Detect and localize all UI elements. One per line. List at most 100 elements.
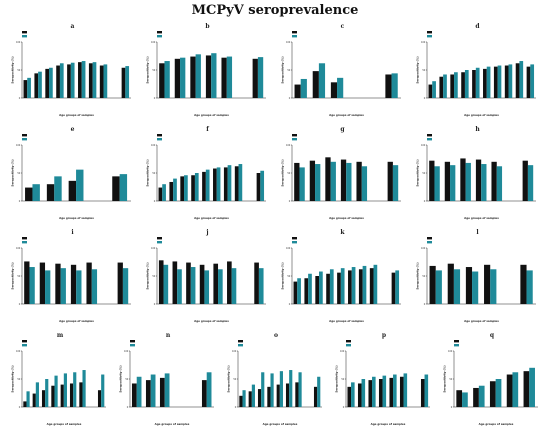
y-tick-label: 50 bbox=[287, 69, 290, 72]
chart-panel-m: m 0 50 100 Seropositivity (%) Age groups of s… bbox=[11, 332, 106, 426]
legend-swatch-series-2 bbox=[130, 344, 135, 347]
legend-swatch-series-2 bbox=[427, 241, 432, 244]
y-tick-label: 100 bbox=[340, 350, 345, 353]
chart-panel-o: o 0 50 100 Seropositivity (%) Age groups of s… bbox=[227, 332, 322, 426]
legend-swatch-series-1 bbox=[427, 31, 432, 34]
bar bbox=[78, 62, 82, 98]
y-axis-label: Seropositivity (%) bbox=[146, 262, 150, 289]
y-axis-label: Seropositivity (%) bbox=[281, 56, 285, 83]
chart-panel-k: k 0 50 100 Seropositivity (%) Age groups of s… bbox=[281, 229, 401, 323]
panel-letter: n bbox=[166, 332, 171, 339]
x-axis-label: Age groups of samples bbox=[194, 319, 229, 323]
bar bbox=[348, 270, 352, 304]
bar bbox=[223, 167, 228, 201]
bar bbox=[368, 380, 373, 407]
y-tick-label: 0 bbox=[289, 200, 291, 203]
bar bbox=[429, 265, 436, 304]
legend-swatch-series-2 bbox=[157, 35, 162, 38]
panel-letter: a bbox=[71, 23, 75, 30]
bar bbox=[234, 166, 239, 201]
panel-letter: o bbox=[274, 332, 278, 339]
bar bbox=[432, 81, 436, 98]
legend-swatch-series-2 bbox=[22, 35, 27, 38]
bar bbox=[99, 65, 104, 98]
bar bbox=[211, 53, 217, 98]
bar bbox=[481, 164, 487, 201]
legend-swatch-series-1 bbox=[157, 237, 162, 240]
bar bbox=[393, 374, 397, 407]
y-tick-label: 50 bbox=[422, 275, 425, 278]
bar bbox=[293, 281, 298, 304]
bar bbox=[41, 390, 46, 407]
bar bbox=[195, 54, 201, 98]
bar bbox=[158, 187, 163, 201]
y-tick-label: 100 bbox=[286, 144, 291, 147]
bar bbox=[202, 171, 206, 201]
panel-letter: k bbox=[340, 229, 345, 236]
bar bbox=[454, 72, 458, 98]
bar bbox=[299, 167, 305, 201]
chart-panel-i: i 0 50 100 Seropositivity (%) Age groups of s… bbox=[11, 229, 131, 323]
legend-swatch-series-1 bbox=[292, 31, 297, 34]
bar bbox=[190, 56, 196, 98]
chart-panel-f: f 0 50 100 Seropositivity (%) Age groups of s… bbox=[146, 126, 266, 220]
bar bbox=[184, 175, 188, 201]
bar bbox=[478, 385, 485, 407]
legend-swatch-series-2 bbox=[157, 241, 162, 244]
bar bbox=[351, 267, 356, 304]
bar bbox=[119, 174, 128, 201]
bar bbox=[304, 278, 309, 304]
x-axis-label: Age groups of samples bbox=[59, 113, 94, 117]
bar bbox=[318, 63, 326, 98]
bar bbox=[298, 372, 302, 407]
bar bbox=[527, 165, 534, 201]
legend-swatch-series-2 bbox=[238, 344, 243, 347]
y-tick-label: 0 bbox=[289, 97, 291, 100]
bar bbox=[312, 71, 319, 98]
bar bbox=[522, 160, 528, 201]
bar bbox=[444, 161, 451, 201]
bar bbox=[473, 387, 479, 407]
chart-panel-b: b 0 50 100 Seropositivity (%) Age groups of s… bbox=[146, 23, 266, 117]
bar bbox=[163, 264, 169, 304]
panel-letter: m bbox=[57, 332, 64, 339]
bar bbox=[361, 379, 366, 407]
bar bbox=[526, 270, 533, 304]
y-tick-label: 50 bbox=[17, 69, 20, 72]
y-tick-label: 50 bbox=[287, 275, 290, 278]
y-tick-label: 0 bbox=[19, 200, 21, 203]
y-axis-label: Seropositivity (%) bbox=[11, 159, 15, 186]
bar bbox=[465, 162, 471, 201]
bar bbox=[251, 384, 255, 407]
y-axis-label: Seropositivity (%) bbox=[11, 365, 15, 392]
bar bbox=[429, 160, 435, 201]
bar bbox=[257, 57, 264, 98]
legend-swatch-series-1 bbox=[238, 340, 243, 343]
bar bbox=[490, 269, 497, 304]
bar bbox=[25, 187, 33, 201]
bar bbox=[392, 165, 399, 201]
y-tick-label: 50 bbox=[422, 172, 425, 175]
bar bbox=[150, 374, 156, 407]
bar bbox=[81, 61, 86, 98]
y-tick-label: 100 bbox=[151, 41, 156, 44]
legend-swatch-series-2 bbox=[346, 344, 351, 347]
bar bbox=[526, 66, 531, 98]
bar bbox=[45, 379, 49, 407]
panel-letter: p bbox=[382, 332, 386, 339]
bar bbox=[472, 70, 476, 98]
bar bbox=[294, 84, 301, 98]
y-tick-label: 50 bbox=[233, 378, 236, 381]
bar bbox=[495, 379, 502, 407]
bar bbox=[38, 71, 42, 98]
bar bbox=[295, 382, 299, 407]
y-tick-label: 100 bbox=[448, 350, 453, 353]
bar bbox=[373, 264, 378, 304]
x-axis-label: Age groups of samples bbox=[155, 422, 190, 426]
y-tick-label: 100 bbox=[16, 144, 21, 147]
legend-swatch-series-1 bbox=[427, 237, 432, 240]
bar bbox=[60, 268, 66, 304]
bar bbox=[515, 63, 520, 98]
bar bbox=[325, 157, 331, 201]
legend-swatch-series-1 bbox=[130, 340, 135, 343]
